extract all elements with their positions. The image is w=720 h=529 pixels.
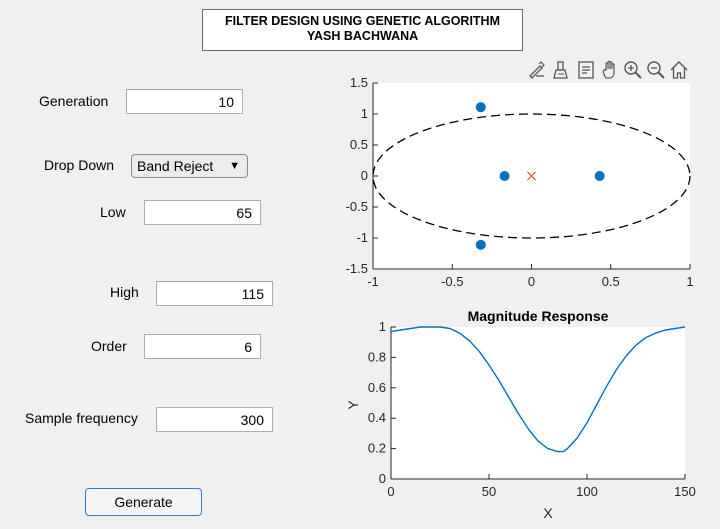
pz-y-tick-label: 0.5 <box>350 137 368 152</box>
zoom-out-icon[interactable] <box>646 60 666 80</box>
chevron-down-icon: ▼ <box>229 160 240 172</box>
mag-y-tick-label: 0.8 <box>368 349 386 364</box>
pole-marker <box>475 102 486 113</box>
low-input[interactable] <box>144 200 261 225</box>
magnitude-response-chart: 0 50 100 150 1 0.8 0.6 0.4 0.2 0 Magnitude Respons… <box>345 308 696 521</box>
pz-y-tick-label: -1 <box>356 230 368 245</box>
high-input[interactable] <box>156 281 273 306</box>
brush-edit-icon[interactable] <box>527 60 547 80</box>
pole-marker <box>475 239 486 250</box>
pole-zero-chart: -1 -0.5 0 0.5 11.510.50-0.5-1-1.5 <box>346 75 694 289</box>
mag-plot-area <box>391 327 685 479</box>
filter-type-dropdown[interactable]: Band Reject ▼ <box>131 154 248 178</box>
pz-x-tick-label: 1 <box>686 274 693 289</box>
unit-circle-curve <box>372 113 691 239</box>
drop-down-label: Drop Down <box>44 157 115 173</box>
zoom-in-icon[interactable] <box>623 60 643 80</box>
mag-x-tick-label: 50 <box>482 484 496 499</box>
pz-y-tick-label: 1 <box>361 106 368 121</box>
pz-y-tick-label: 1.5 <box>350 75 368 90</box>
pz-y-tick-label: -1.5 <box>346 261 368 276</box>
title-line-2: YASH BACHWANA <box>306 29 419 43</box>
low-label: Low <box>100 204 126 220</box>
mag-y-tick-label: 0 <box>379 471 386 486</box>
magnitude-y-axis-label: Y <box>345 400 361 410</box>
data-cursor-icon[interactable] <box>552 60 572 80</box>
magnitude-chart-title: Magnitude Response <box>468 308 609 324</box>
mag-x-tick-label: 0 <box>387 484 394 499</box>
pz-x-tick-label: -1 <box>367 274 379 289</box>
app-title-box: FILTER DESIGN USING GENETIC ALGORITHM YA… <box>202 9 523 51</box>
sample-frequency-input[interactable] <box>156 407 273 432</box>
pz-y-tick-label: -0.5 <box>346 199 368 214</box>
mag-x-tick-label: 150 <box>674 484 696 499</box>
magnitude-x-axis-label: X <box>543 505 553 521</box>
home-restore-icon[interactable] <box>669 60 689 80</box>
order-input[interactable] <box>144 334 261 359</box>
pz-y-tick-label: 0 <box>361 168 368 183</box>
mag-y-tick-label: 0.6 <box>368 380 386 395</box>
high-label: High <box>110 284 139 300</box>
pz-x-tick-label: 0.5 <box>602 274 620 289</box>
pole-marker <box>594 171 605 181</box>
dropdown-selected-value: Band Reject <box>137 158 214 174</box>
pz-x-tick-label: 0 <box>528 274 535 289</box>
generate-button[interactable]: Generate <box>85 488 202 516</box>
sample-frequency-label: Sample frequency <box>25 410 138 426</box>
order-label: Order <box>91 338 127 354</box>
pan-hand-icon[interactable] <box>600 60 620 80</box>
data-tips-icon[interactable] <box>576 60 596 80</box>
magnitude-response-line <box>390 326 686 453</box>
generation-label: Generation <box>39 93 109 109</box>
pole-marker <box>499 171 510 181</box>
title-line-1: FILTER DESIGN USING GENETIC ALGORITHM <box>225 14 500 28</box>
mag-y-tick-label: 1 <box>379 319 386 334</box>
mag-y-tick-label: 0.4 <box>368 410 386 425</box>
pz-x-tick-label: -0.5 <box>441 274 463 289</box>
generation-input[interactable] <box>126 89 243 114</box>
zero-marker <box>527 171 536 181</box>
mag-x-tick-label: 100 <box>576 484 598 499</box>
mag-y-tick-label: 0.2 <box>368 441 386 456</box>
